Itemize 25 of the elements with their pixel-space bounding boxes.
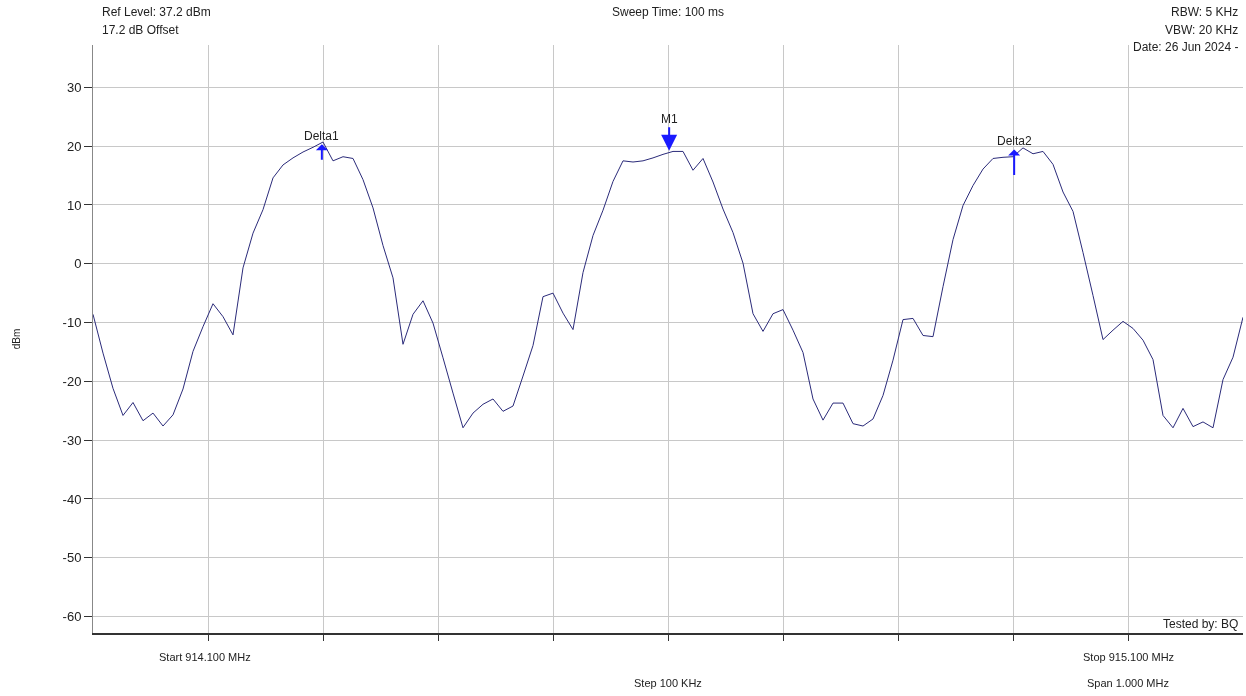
y-tick-label: 30 bbox=[66, 79, 82, 95]
text: Sweep Time: 100 ms bbox=[612, 5, 725, 19]
text: Ref Level: 37.2 dBm bbox=[102, 5, 211, 19]
y-tick-label: -10 bbox=[62, 315, 82, 331]
text: Span 1.000 MHz bbox=[1087, 677, 1169, 689]
annotation: Date: 26 Jun 2024 - bbox=[1133, 40, 1239, 54]
y-tick-label: 10 bbox=[66, 197, 82, 213]
y-tick-label: -20 bbox=[62, 373, 82, 389]
text: Step 100 KHz bbox=[634, 677, 702, 689]
annotation: Tested by: BQ bbox=[1163, 617, 1239, 631]
text: Stop 915.100 MHz bbox=[1083, 651, 1175, 663]
text: 17.2 dB Offset bbox=[102, 23, 180, 37]
annotation: Delta1 bbox=[304, 129, 340, 143]
y-axis-title: dBm bbox=[10, 328, 22, 350]
y-tick-label: 20 bbox=[66, 138, 82, 154]
annotation: M1 bbox=[661, 112, 678, 126]
y-tick-label: -40 bbox=[62, 491, 82, 507]
annotation: Delta2 bbox=[997, 134, 1033, 148]
y-tick-label: 0 bbox=[74, 256, 82, 272]
y-tick-label: -60 bbox=[62, 609, 82, 625]
text: VBW: 20 KHz bbox=[1165, 23, 1239, 37]
text: Start 914.100 MHz bbox=[159, 651, 251, 663]
text: RBW: 5 KHz bbox=[1171, 5, 1239, 19]
y-tick-label: -30 bbox=[62, 432, 82, 448]
y-tick-label: -50 bbox=[62, 550, 82, 566]
